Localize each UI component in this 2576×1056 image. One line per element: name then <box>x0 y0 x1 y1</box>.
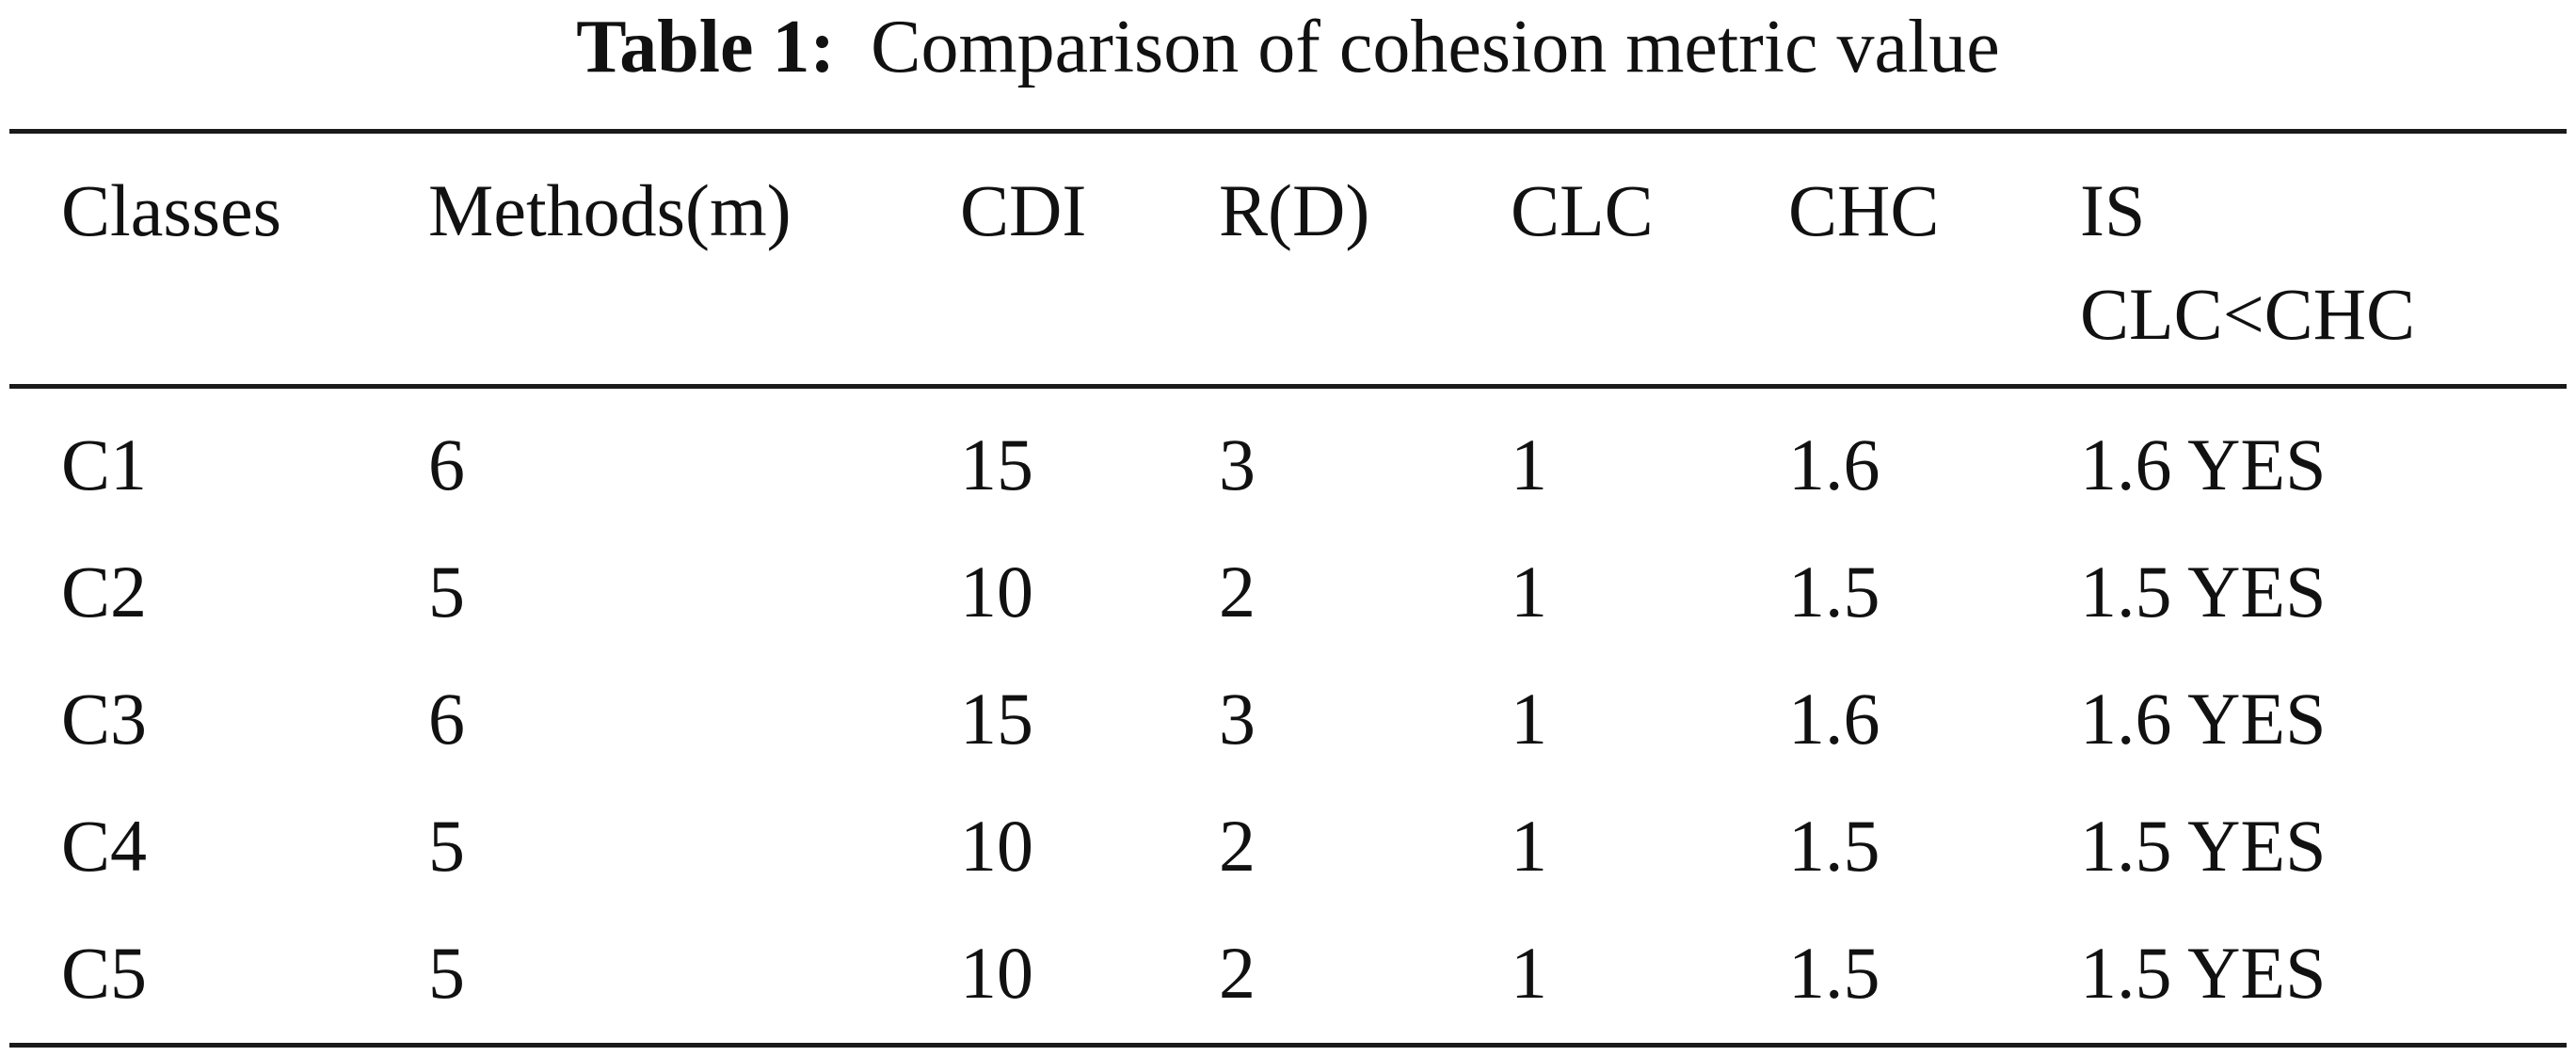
cell-cdi: 15 <box>960 678 1033 760</box>
header-cdi: CDI <box>960 169 1087 251</box>
cell-class: C3 <box>61 678 148 760</box>
table-caption: Table 1: Comparison of cohesion metric v… <box>0 0 2576 94</box>
header-chc: CHC <box>1788 169 1940 251</box>
cell-rd: 3 <box>1219 678 1256 760</box>
cell-rd: 2 <box>1219 932 1256 1014</box>
header-clc: CLC <box>1511 169 1654 251</box>
top-rule <box>9 129 2567 134</box>
cell-chc: 1.6 <box>1788 424 1880 505</box>
cell-rd: 2 <box>1219 805 1256 887</box>
cell-is: 1.5 YES <box>2080 805 2327 887</box>
cell-chc: 1.5 <box>1788 932 1880 1014</box>
header-rd: R(D) <box>1219 169 1370 251</box>
cell-class: C1 <box>61 424 148 505</box>
cell-methods: 5 <box>428 932 465 1014</box>
cell-cdi: 15 <box>960 424 1033 505</box>
cell-class: C4 <box>61 805 148 887</box>
cell-cdi: 10 <box>960 932 1033 1014</box>
cell-class: C5 <box>61 932 148 1014</box>
header-classes: Classes <box>61 169 281 251</box>
cell-is: 1.5 YES <box>2080 551 2327 632</box>
cell-methods: 6 <box>428 424 465 505</box>
cell-class: C2 <box>61 551 148 632</box>
cell-methods: 5 <box>428 805 465 887</box>
cell-clc: 1 <box>1511 932 1547 1014</box>
bottom-rule <box>9 1043 2567 1048</box>
caption-label: Table 1: <box>576 6 836 88</box>
caption-text: Comparison of cohesion metric value <box>871 6 2000 88</box>
cell-chc: 1.5 <box>1788 551 1880 632</box>
header-is-line2: CLC<CHC <box>2080 273 2416 355</box>
cell-rd: 2 <box>1219 551 1256 632</box>
cell-rd: 3 <box>1219 424 1256 505</box>
cell-cdi: 10 <box>960 551 1033 632</box>
header-rule <box>9 384 2567 389</box>
header-is: IS <box>2080 169 2146 251</box>
cell-clc: 1 <box>1511 424 1547 505</box>
header-methods: Methods(m) <box>428 169 792 251</box>
cell-clc: 1 <box>1511 678 1547 760</box>
cell-is: 1.5 YES <box>2080 932 2327 1014</box>
cell-cdi: 10 <box>960 805 1033 887</box>
cell-chc: 1.6 <box>1788 678 1880 760</box>
cell-methods: 5 <box>428 551 465 632</box>
cell-clc: 1 <box>1511 805 1547 887</box>
cell-chc: 1.5 <box>1788 805 1880 887</box>
cell-is: 1.6 YES <box>2080 424 2327 505</box>
cell-clc: 1 <box>1511 551 1547 632</box>
cell-methods: 6 <box>428 678 465 760</box>
cell-is: 1.6 YES <box>2080 678 2327 760</box>
